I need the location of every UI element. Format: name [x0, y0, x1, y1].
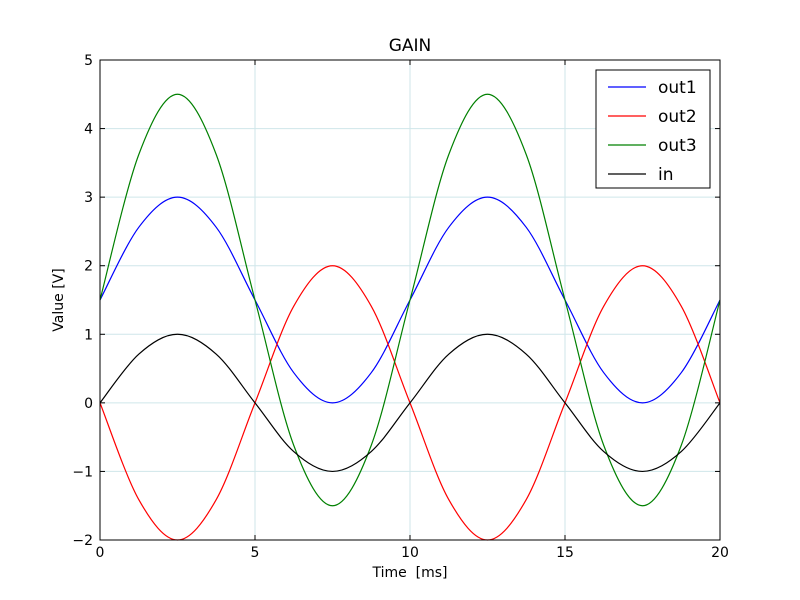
y-tick-label: −1 — [72, 464, 93, 480]
series-line-in — [99, 333, 721, 473]
x-tick-label: 20 — [711, 545, 729, 561]
x-tick-label: 0 — [96, 545, 105, 561]
axis-ticks: 0 5 10 15 20 −2 −1 0 1 2 3 4 5 — [72, 53, 729, 561]
y-tick-label: 1 — [84, 327, 93, 343]
series-lines — [99, 93, 721, 541]
legend-label-in: in — [658, 165, 674, 185]
x-tick-label: 10 — [401, 545, 419, 561]
y-axis-label: Value [V] — [51, 268, 67, 331]
y-tick-label: 0 — [84, 396, 93, 412]
x-tick-label: 5 — [251, 545, 260, 561]
y-tick-label: 4 — [84, 122, 93, 138]
series-line-out3 — [99, 93, 721, 507]
legend-label-out2: out2 — [658, 107, 697, 127]
legend-box — [595, 69, 711, 189]
x-axis-label: Time [ms] — [371, 565, 447, 581]
legend-label-out1: out1 — [658, 78, 697, 98]
y-tick-label: −2 — [72, 533, 93, 549]
y-tick-label: 2 — [84, 259, 93, 275]
y-tick-label: 5 — [84, 53, 93, 69]
chart-title: GAIN — [389, 36, 432, 56]
x-tick-label: 15 — [556, 545, 574, 561]
y-tick-label: 3 — [84, 190, 93, 206]
legend: out1 out2 out3 in — [595, 69, 711, 189]
legend-label-out3: out3 — [658, 136, 697, 156]
